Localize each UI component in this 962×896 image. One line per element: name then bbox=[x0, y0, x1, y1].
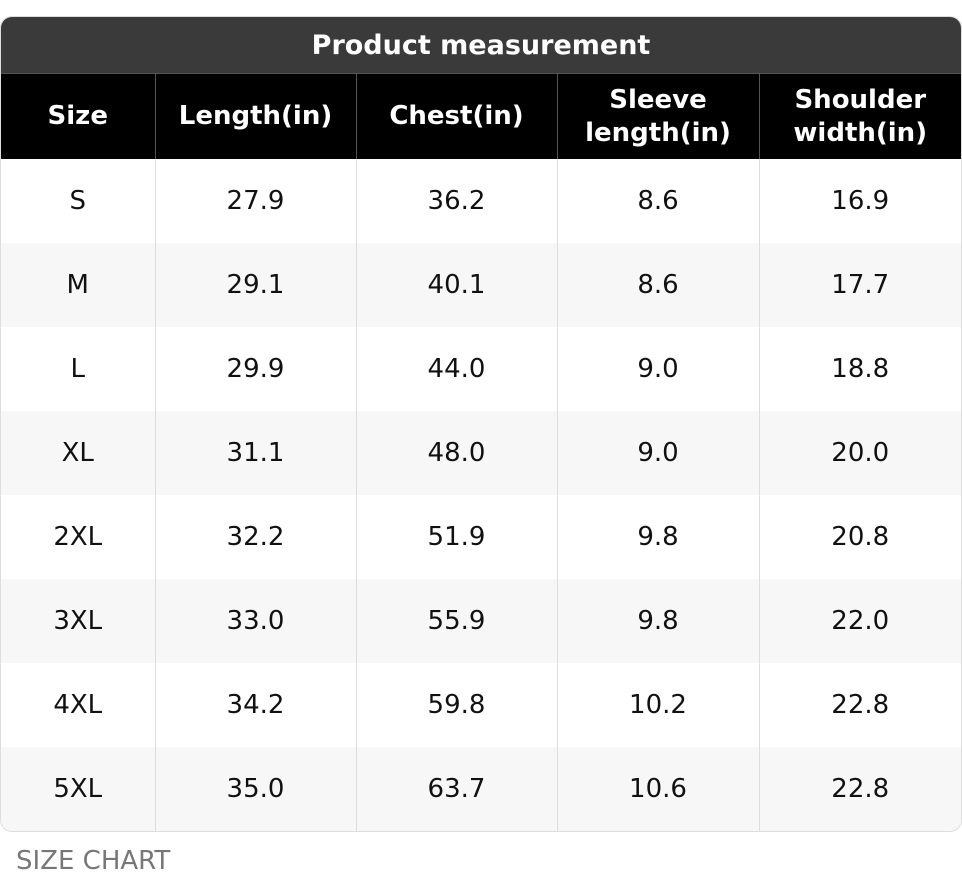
size-cell: 3XL bbox=[1, 579, 155, 663]
table-row: 3XL 33.0 55.9 9.8 22.0 bbox=[1, 579, 961, 663]
measurement-cell: 16.9 bbox=[758, 159, 961, 243]
measurement-cell: 36.2 bbox=[355, 159, 557, 243]
caption: SIZE CHART bbox=[16, 846, 171, 876]
measurement-cell: 34.2 bbox=[154, 663, 356, 747]
measurement-cell: 44.0 bbox=[355, 327, 557, 411]
size-table: Size Length(in) Chest(in) Sleeve length(in)… bbox=[1, 73, 961, 831]
measurement-cell: 51.9 bbox=[355, 495, 557, 579]
size-cell: XL bbox=[1, 411, 155, 495]
table-row: L 29.9 44.0 9.0 18.8 bbox=[1, 327, 961, 411]
measurement-cell: 8.6 bbox=[556, 159, 759, 243]
table-body: S 27.9 36.2 8.6 16.9 M 29.1 40.1 8.6 17.7 L 29.9 44.… bbox=[1, 159, 961, 831]
size-cell: M bbox=[1, 243, 155, 327]
measurement-cell: 63.7 bbox=[355, 747, 557, 831]
measurement-cell: 17.7 bbox=[758, 243, 961, 327]
measurement-cell: 35.0 bbox=[154, 747, 356, 831]
column-header: Shoulder width(in) bbox=[758, 73, 961, 159]
table-title: Product measurement bbox=[1, 17, 961, 73]
size-table-card: Product measurement Size Length(in) Chest(… bbox=[0, 16, 962, 832]
table-row: 4XL 34.2 59.8 10.2 22.8 bbox=[1, 663, 961, 747]
measurement-cell: 8.6 bbox=[556, 243, 759, 327]
measurement-cell: 32.2 bbox=[154, 495, 356, 579]
measurement-cell: 9.0 bbox=[556, 327, 759, 411]
table-row: 2XL 32.2 51.9 9.8 20.8 bbox=[1, 495, 961, 579]
column-header: Length(in) bbox=[154, 73, 356, 159]
table-row: S 27.9 36.2 8.6 16.9 bbox=[1, 159, 961, 243]
size-cell: S bbox=[69, 186, 86, 216]
measurement-cell: 29.9 bbox=[154, 327, 356, 411]
size-cell: 2XL bbox=[53, 522, 103, 552]
measurement-cell: 10.6 bbox=[556, 747, 759, 831]
column-header: Size bbox=[1, 73, 155, 159]
measurement-cell: 20.8 bbox=[758, 495, 961, 579]
table-row: M 29.1 40.1 8.6 17.7 bbox=[1, 243, 961, 327]
measurement-cell: 55.9 bbox=[355, 579, 557, 663]
column-header: Chest(in) bbox=[355, 73, 557, 159]
measurement-cell: 27.9 bbox=[154, 159, 356, 243]
measurement-cell: 29.1 bbox=[154, 243, 356, 327]
measurement-cell: 9.8 bbox=[556, 495, 759, 579]
measurement-cell: 31.1 bbox=[154, 411, 356, 495]
measurement-cell: 22.0 bbox=[758, 579, 961, 663]
measurement-cell: 59.8 bbox=[355, 663, 557, 747]
size-cell: 5XL bbox=[1, 747, 155, 831]
measurement-cell: 40.1 bbox=[355, 243, 557, 327]
size-cell: L bbox=[70, 354, 86, 384]
header-row: Size Length(in) Chest(in) Sleeve length(in)… bbox=[1, 73, 961, 159]
size-cell: 4XL bbox=[53, 690, 103, 720]
measurement-cell: 10.2 bbox=[556, 663, 759, 747]
measurement-cell: 22.8 bbox=[758, 747, 961, 831]
table-row: XL 31.1 48.0 9.0 20.0 bbox=[1, 411, 961, 495]
table-row: 5XL 35.0 63.7 10.6 22.8 bbox=[1, 747, 961, 831]
measurement-cell: 9.0 bbox=[556, 411, 759, 495]
measurement-cell: 48.0 bbox=[355, 411, 557, 495]
measurement-cell: 18.8 bbox=[758, 327, 961, 411]
measurement-cell: 9.8 bbox=[556, 579, 759, 663]
column-header: Sleeve length(in) bbox=[556, 73, 759, 159]
measurement-cell: 20.0 bbox=[758, 411, 961, 495]
measurement-cell: 22.8 bbox=[758, 663, 961, 747]
measurement-cell: 33.0 bbox=[154, 579, 356, 663]
